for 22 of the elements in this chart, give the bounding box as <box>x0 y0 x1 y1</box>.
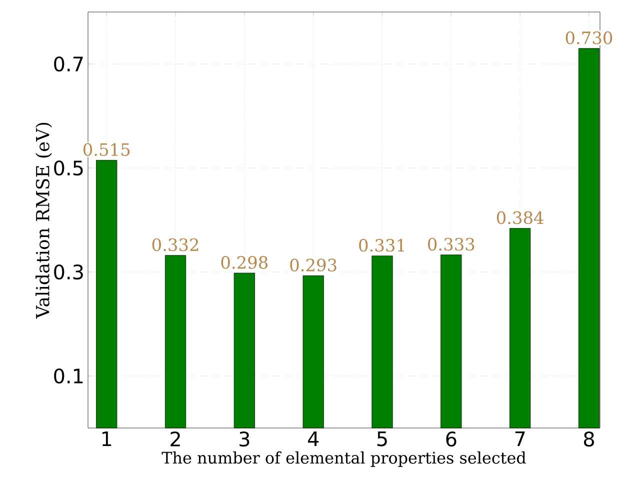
data-label: 0.515 <box>83 143 130 156</box>
data-label: 0.331 <box>359 238 404 252</box>
x-tick-label: 7 <box>515 432 525 446</box>
data-label: 0.384 <box>496 211 544 224</box>
data-label: 0.730 <box>566 31 612 44</box>
y-tick-label: 0.5 <box>54 160 83 176</box>
y-tick-label: 0.3 <box>54 264 83 280</box>
y-tick-label: 0.7 <box>54 56 83 72</box>
data-label: 0.332 <box>152 238 198 252</box>
x-tick-label: 4 <box>308 432 319 446</box>
x-tick-label: 3 <box>240 432 250 447</box>
x-tick-label: 1 <box>102 432 112 446</box>
data-label: 0.298 <box>221 256 268 269</box>
x-axis-title: The number of elemental properties selected <box>162 451 526 467</box>
y-axis-title: Validation RMSE (eV) <box>36 122 52 319</box>
x-tick-label: 8 <box>584 432 594 447</box>
x-tick-label: 2 <box>170 432 180 446</box>
x-tick-label: 6 <box>446 432 456 447</box>
y-tick-label: 0.1 <box>54 368 83 384</box>
data-label: 0.333 <box>428 238 474 251</box>
x-tick-label: 5 <box>377 432 387 446</box>
data-label: 0.293 <box>290 258 336 272</box>
